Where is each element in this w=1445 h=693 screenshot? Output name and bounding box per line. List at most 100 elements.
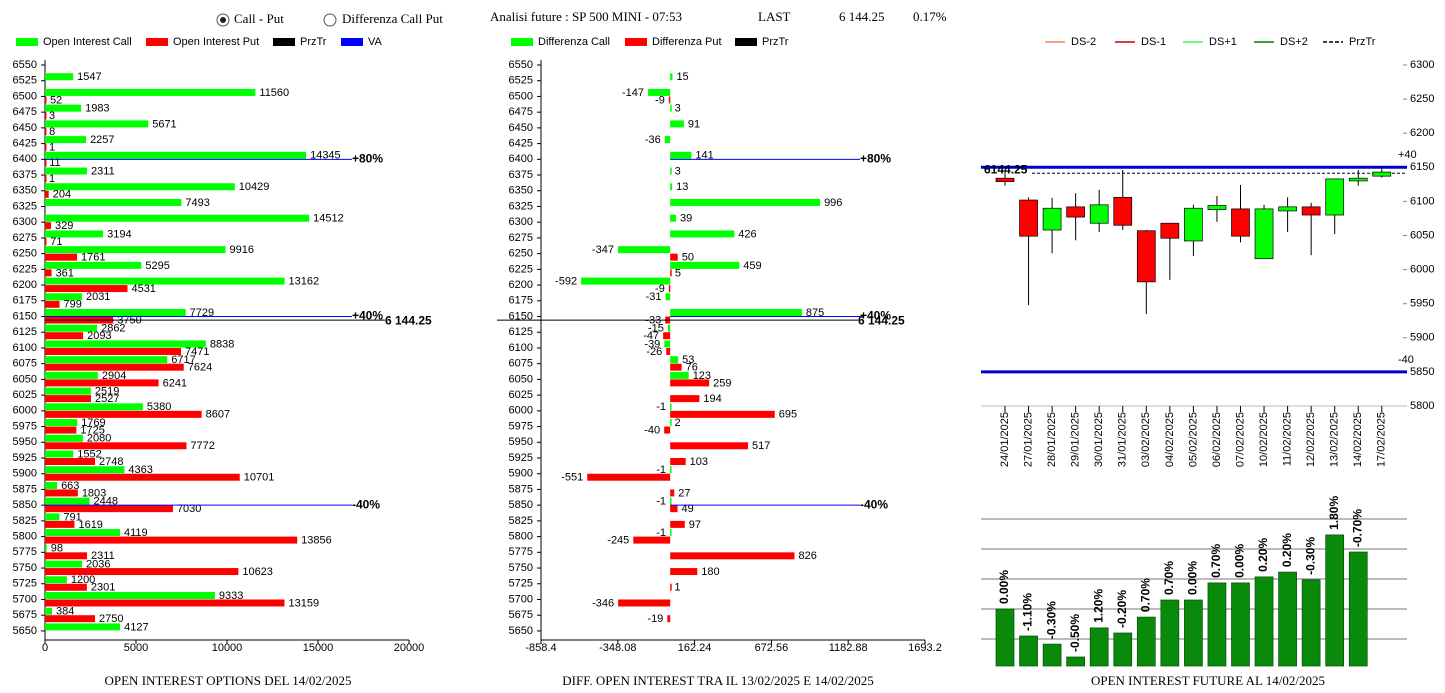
bar xyxy=(45,513,60,521)
bar xyxy=(45,536,298,544)
bar-value-label: 7471 xyxy=(185,346,209,358)
bar xyxy=(670,379,710,387)
bar xyxy=(45,481,58,489)
y-tick-label: 5700 xyxy=(509,593,533,605)
bar-value-label: 5671 xyxy=(152,118,176,130)
bar-value-label: 7030 xyxy=(177,503,201,515)
bar xyxy=(1207,582,1227,667)
bar-value-label: 27 xyxy=(678,487,690,499)
bar xyxy=(670,395,700,403)
bar xyxy=(670,198,821,206)
candle-body xyxy=(995,177,1015,182)
y-tick-label: 5825 xyxy=(13,515,37,527)
x-tick-label: 31/01/2025 xyxy=(1117,412,1129,467)
bar xyxy=(45,120,149,128)
bar-value-label: 695 xyxy=(779,409,797,421)
bar xyxy=(45,332,84,340)
bar xyxy=(995,608,1015,667)
bar-value-label: -39 xyxy=(644,338,660,350)
radio-dot xyxy=(220,17,226,23)
x-tick-label: 5000 xyxy=(124,642,148,654)
bar xyxy=(45,442,187,450)
bar-value-label: 7624 xyxy=(188,362,212,374)
last-price: 6 144.25 xyxy=(839,9,885,24)
bar xyxy=(45,104,82,112)
y-tick-label: 6525 xyxy=(509,75,533,87)
bar xyxy=(45,309,186,317)
y-tick-label: 6000 xyxy=(13,405,37,417)
bar-value-label: 11560 xyxy=(259,87,289,99)
va-label: -40% xyxy=(352,497,380,511)
radio-label[interactable]: Call - Put xyxy=(234,11,284,26)
bar-value-label: 7493 xyxy=(185,197,209,209)
bar-value-label: 1803 xyxy=(82,487,106,499)
candle-body xyxy=(1066,206,1086,218)
x-tick-label: 06/02/2025 xyxy=(1211,412,1223,467)
candle-body xyxy=(1184,207,1203,242)
bar xyxy=(45,347,181,355)
bar-value-label: 2448 xyxy=(94,496,118,508)
bar xyxy=(670,230,735,238)
x-tick-label: 05/02/2025 xyxy=(1187,412,1199,467)
y-tick-label: 6250 xyxy=(509,248,533,260)
bar xyxy=(670,104,672,112)
y-tick-label: 5850 xyxy=(509,499,533,511)
y-tick-label: 5775 xyxy=(509,546,533,558)
y-tick-label: 6375 xyxy=(509,169,533,181)
change-label: 0.20% xyxy=(1256,538,1270,572)
bar xyxy=(45,568,239,576)
bar-value-label: 2080 xyxy=(87,433,111,445)
bar-value-label: 459 xyxy=(743,260,761,272)
radio-label[interactable]: Differenza Call Put xyxy=(342,11,443,26)
bar xyxy=(670,442,748,450)
bar xyxy=(45,395,91,403)
candle-body xyxy=(1089,204,1109,224)
bar xyxy=(45,599,285,607)
y-tick-label: 6300 xyxy=(509,216,533,228)
y-tick-label: 6325 xyxy=(509,200,533,212)
bar xyxy=(670,497,672,505)
bar xyxy=(670,363,682,371)
chart-title: OPEN INTEREST FUTURE AL 14/02/2025 xyxy=(1091,673,1325,688)
y-tick-label: 6175 xyxy=(509,295,533,307)
candle-body xyxy=(1207,205,1227,210)
y-tick-label: 5900 xyxy=(13,468,37,480)
bar-value-label: 329 xyxy=(55,220,73,232)
bar-value-label: -26 xyxy=(646,346,662,358)
bar-value-label: 799 xyxy=(64,299,82,311)
bar xyxy=(45,143,47,151)
bar xyxy=(1278,571,1297,667)
last-change: 0.17% xyxy=(913,9,947,24)
y-tick-label: 6525 xyxy=(13,75,37,87)
y-tick-label: 6200 xyxy=(1410,127,1434,139)
bar-value-label: 4127 xyxy=(124,621,148,633)
change-label: 0.70% xyxy=(1138,578,1152,612)
change-label: 1.80% xyxy=(1327,496,1341,530)
bar xyxy=(668,285,671,293)
level-label: +40 xyxy=(1398,149,1417,161)
y-tick-label: 6350 xyxy=(509,185,533,197)
bar-value-label: -19 xyxy=(647,613,663,625)
x-tick-label: 672.56 xyxy=(755,642,789,654)
bar-value-label: 180 xyxy=(701,566,719,578)
y-tick-label: 5875 xyxy=(13,483,37,495)
y-tick-label: 6475 xyxy=(13,106,37,118)
va-label: -40% xyxy=(860,497,888,511)
bar xyxy=(45,419,78,427)
y-tick-label: 6500 xyxy=(509,90,533,102)
bar xyxy=(670,269,672,277)
bar xyxy=(45,591,215,599)
bar xyxy=(45,583,87,591)
bar xyxy=(45,261,142,269)
legend-label: PrzTr xyxy=(1349,36,1376,48)
change-label: 0.20% xyxy=(1280,533,1294,567)
bar-value-label: -31 xyxy=(646,291,662,303)
radio-button[interactable] xyxy=(323,13,337,27)
change-label: -1.10% xyxy=(1021,593,1035,631)
bar-value-label: -1 xyxy=(656,464,666,476)
bar-value-label: 14345 xyxy=(310,150,341,162)
bar-value-label: 2527 xyxy=(95,393,119,405)
bar xyxy=(45,246,226,254)
chart-title: OPEN INTEREST OPTIONS DEL 14/02/2025 xyxy=(105,673,352,688)
bar-value-label: 10429 xyxy=(239,181,270,193)
